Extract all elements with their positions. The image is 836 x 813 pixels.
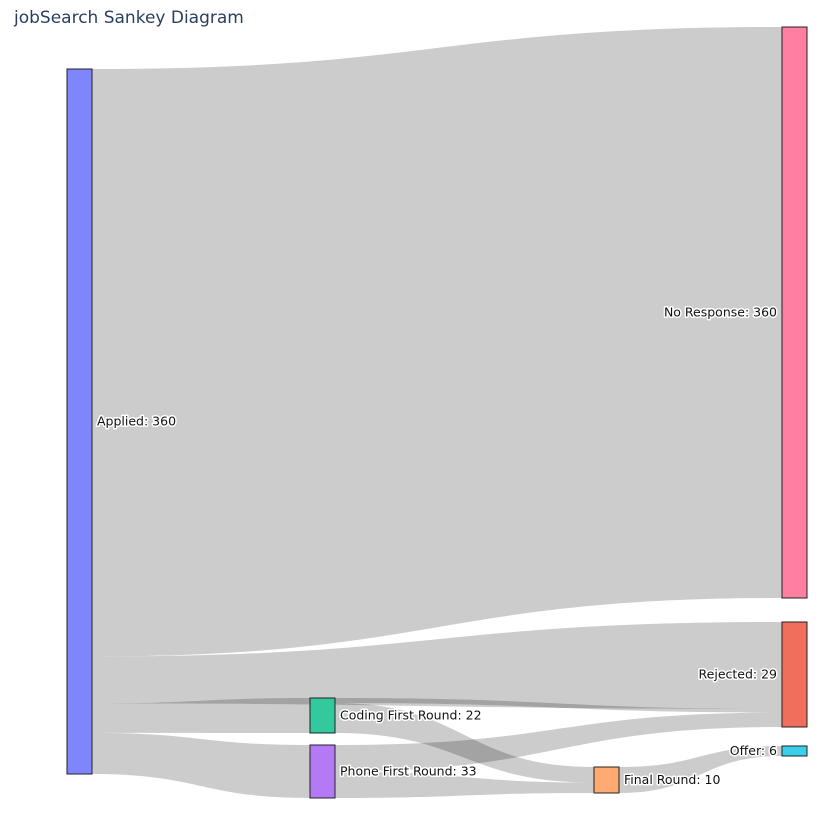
chart-title: jobSearch Sankey Diagram xyxy=(14,8,244,28)
sankey-link-coding-to-rejected[interactable] xyxy=(335,698,782,713)
sankey-links xyxy=(92,27,782,798)
sankey-node-label-phone: Phone First Round: 33 xyxy=(340,764,477,779)
sankey-node-bar-no_response[interactable] xyxy=(781,26,808,599)
sankey-node-label-rejected: Rejected: 29 xyxy=(699,667,778,682)
sankey-node-label-offer: Offer: 6 xyxy=(730,743,777,758)
sankey-node-label-final: Final Round: 10 xyxy=(624,772,720,787)
sankey-node-rejected[interactable]: Rejected: 29 xyxy=(697,621,808,728)
sankey-node-offer[interactable]: Offer: 6 xyxy=(728,742,808,760)
sankey-node-label-applied: Applied: 360 xyxy=(97,414,176,429)
sankey-node-bar-phone[interactable] xyxy=(309,744,336,799)
sankey-node-label-no_response: No Response: 360 xyxy=(664,305,777,320)
sankey-link-phone-to-final[interactable] xyxy=(335,771,594,799)
sankey-node-bar-applied[interactable] xyxy=(66,68,93,775)
sankey-link-phone-to-rejected[interactable] xyxy=(335,712,782,772)
sankey-node-bar-offer[interactable] xyxy=(781,745,808,757)
sankey-link-applied-to-phone[interactable] xyxy=(92,732,310,798)
sankey-node-no_response[interactable]: No Response: 360 xyxy=(662,26,808,599)
sankey-link-final-to-offer[interactable] xyxy=(619,746,782,793)
sankey-node-bar-final[interactable] xyxy=(593,766,620,794)
sankey-node-coding[interactable]: Coding First Round: 22 xyxy=(309,697,483,734)
sankey-node-final[interactable]: Final Round: 10 xyxy=(593,766,722,794)
sankey-node-bar-rejected[interactable] xyxy=(781,621,808,728)
sankey-link-applied-to-rejected[interactable] xyxy=(92,622,782,709)
sankey-node-phone[interactable]: Phone First Round: 33 xyxy=(309,744,478,799)
sankey-node-label-coding: Coding First Round: 22 xyxy=(340,708,482,723)
sankey-node-bar-coding[interactable] xyxy=(309,697,336,734)
sankey-link-applied-to-coding[interactable] xyxy=(92,698,310,733)
sankey-node-applied[interactable]: Applied: 360 xyxy=(66,68,178,775)
sankey-link-applied-to-no_response[interactable] xyxy=(92,27,782,657)
sankey-nodes: Applied: 360 No Response: 360 Rejected: 29… xyxy=(66,26,808,799)
sankey-link-coding-to-final[interactable] xyxy=(335,703,594,783)
